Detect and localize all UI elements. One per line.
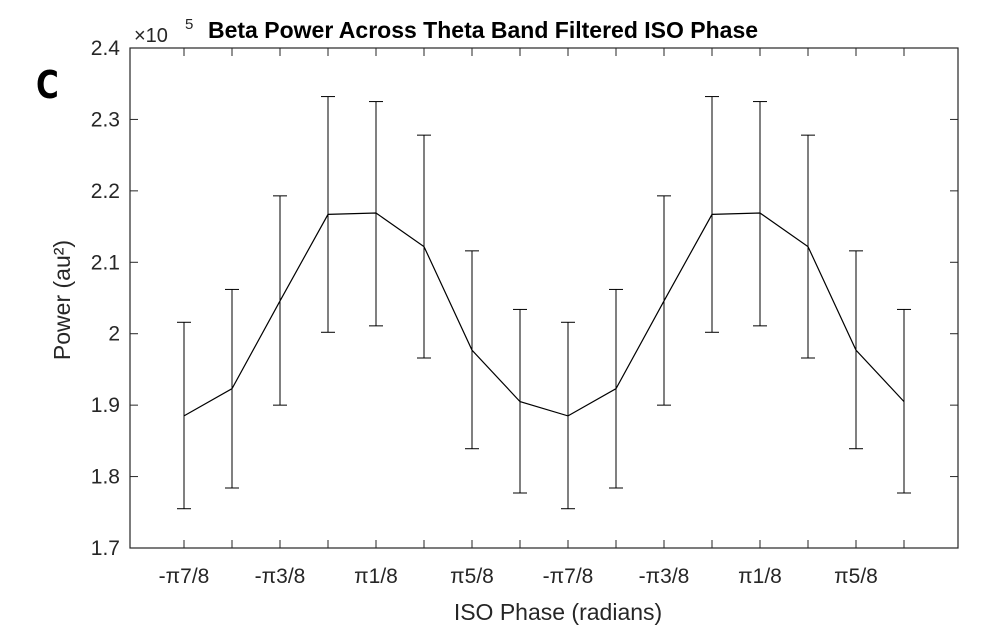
y-tick-label: 2: [108, 323, 120, 346]
y-axis-ticks: 1.7 1.8 1.9 2 2.1 2.2 2.3 2.4: [91, 37, 958, 560]
x-axis-ticks: -π7/8 -π3/8 π1/8 π5/8 -π7/8 -π3/8 π1/8 π5/8: [159, 48, 905, 588]
axes-frame: [129, 47, 959, 549]
y-axis-exponent-base: ×10: [134, 25, 168, 47]
y-tick-label: 1.7: [91, 537, 120, 560]
x-tick-label: π5/8: [450, 565, 494, 588]
y-tick-label: 2.3: [91, 108, 120, 131]
panel-letter: C: [36, 63, 59, 107]
y-axis-label: Power (au²): [49, 240, 75, 360]
x-tick-label: π1/8: [354, 565, 398, 588]
series-line: [183, 212, 905, 417]
x-tick-label: -π7/8: [543, 565, 594, 588]
y-tick-label: 1.8: [91, 466, 120, 489]
x-axis-label: ISO Phase (radians): [454, 599, 662, 625]
series-layer: [183, 212, 905, 417]
x-tick-label: π1/8: [738, 565, 782, 588]
y-tick-label: 2.4: [91, 37, 121, 60]
plot-area-border: [129, 47, 959, 549]
x-tick-label: -π3/8: [255, 565, 306, 588]
x-tick-label: π5/8: [834, 565, 878, 588]
y-tick-label: 2.1: [91, 251, 120, 274]
y-tick-label: 1.9: [91, 394, 120, 417]
x-tick-label: -π3/8: [639, 565, 690, 588]
chart-title: Beta Power Across Theta Band Filtered IS…: [208, 17, 758, 43]
x-tick-label: -π7/8: [159, 565, 210, 588]
y-axis-exponent-power: 5: [185, 16, 193, 33]
y-tick-label: 2.2: [91, 180, 120, 203]
error-bars: [177, 96, 911, 510]
